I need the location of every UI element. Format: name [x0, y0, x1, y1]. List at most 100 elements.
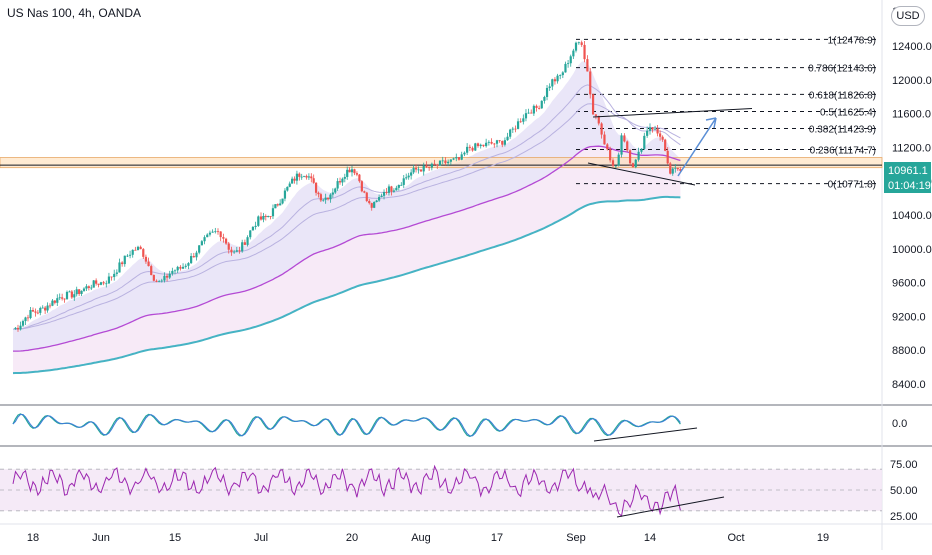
candle-body [419, 169, 423, 172]
candle-body [16, 327, 20, 330]
price-axis-tick: 12400.0 [892, 41, 932, 53]
candle-body [165, 275, 169, 278]
candle-body [589, 71, 592, 95]
candle-body [430, 163, 433, 168]
candle-body [637, 151, 640, 160]
candle-body [385, 191, 388, 193]
rsi-axis-tick: 75.00 [890, 459, 918, 471]
candle-body [291, 178, 294, 184]
candle-body [614, 165, 617, 167]
candle-body [181, 266, 185, 269]
candle-body [281, 198, 284, 204]
candle-body [274, 204, 277, 209]
candle-body [107, 276, 111, 284]
candle-body [176, 266, 179, 271]
candle-body [487, 141, 490, 143]
candle-body [556, 75, 559, 82]
candle-body [355, 173, 359, 175]
candle-body [58, 297, 61, 299]
candle-body [336, 181, 339, 189]
candle-body [373, 202, 376, 208]
candle-body [651, 127, 654, 130]
candle-body [70, 291, 73, 298]
candle-body [187, 263, 190, 266]
candle-body [397, 184, 400, 188]
candle-body [540, 100, 543, 109]
candle-body [14, 327, 17, 330]
candle-body [298, 173, 301, 177]
candle-body [676, 167, 679, 170]
candle-body [646, 130, 649, 136]
time-axis-tick: Jul [254, 532, 268, 544]
candle-body [498, 140, 501, 142]
price-axis-tick: 12000.0 [892, 75, 932, 87]
candle-body [338, 181, 342, 183]
candle-body [640, 148, 643, 152]
candle-body [331, 192, 334, 195]
candle-body [227, 243, 230, 250]
candle-body [238, 250, 241, 252]
candle-body [417, 169, 420, 171]
price-axis-tick: 11600.0 [892, 109, 931, 121]
candle-body [466, 146, 469, 153]
fib-level-label: 0.5(11625.4) [820, 107, 876, 118]
time-axis-tick: 19 [817, 532, 829, 544]
candle-body [34, 311, 37, 313]
candle-body [522, 118, 525, 122]
candle-body [184, 265, 187, 267]
candle-body [139, 246, 142, 250]
fib-level-label: 0.786(12143.6) [808, 64, 876, 75]
candle-body [128, 254, 132, 256]
candle-body [482, 144, 485, 147]
candle-body [452, 158, 455, 160]
candle-body [516, 121, 520, 129]
candle-body [115, 272, 118, 274]
candle-body [267, 216, 270, 217]
candle-body [208, 232, 212, 235]
price-axis-tick: 10400.0 [892, 210, 932, 222]
rsi-divergence-line [616, 496, 725, 518]
candle-body [286, 186, 289, 191]
time-axis-tick: Oct [727, 532, 744, 544]
candle-body [597, 115, 600, 124]
candle-body [36, 312, 39, 314]
candle-body [257, 216, 260, 226]
candle-body [447, 161, 450, 164]
candle-body [48, 305, 52, 307]
currency-button[interactable]: USD [891, 6, 925, 26]
candle-body [659, 133, 662, 137]
candle-body [405, 177, 408, 179]
candle-body [460, 154, 463, 160]
price-axis-tick: 10000.0 [892, 244, 932, 256]
time-axis-tick: 17 [491, 532, 503, 544]
candle-body [438, 160, 442, 166]
candle-body [669, 163, 672, 174]
candle-body [279, 203, 282, 206]
candle-body [653, 128, 657, 130]
candle-body [358, 174, 361, 182]
candle-body [400, 184, 403, 186]
candle-body [131, 249, 134, 255]
candle-body [553, 79, 557, 82]
candle-body [375, 200, 378, 203]
candle-body [666, 150, 669, 164]
candle-body [224, 238, 228, 244]
candle-body [490, 141, 493, 144]
candle-body [468, 146, 471, 148]
candle-body [382, 191, 386, 196]
candle-body [78, 289, 81, 294]
candle-body [211, 231, 214, 233]
candle-body [365, 192, 368, 201]
candle-body [144, 256, 148, 262]
candle-body [73, 294, 76, 298]
oscillator-signal-line [12, 414, 681, 437]
candle-body [368, 200, 371, 204]
candle-body [661, 136, 664, 140]
candle-body [425, 165, 428, 167]
osc-axis-tick: 0.0 [892, 418, 907, 430]
candle-body [474, 143, 477, 151]
candle-body [126, 255, 129, 257]
candle-body [679, 169, 682, 171]
